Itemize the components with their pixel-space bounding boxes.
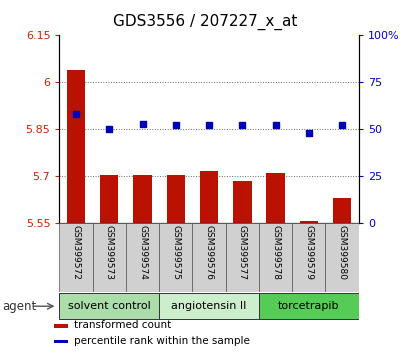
- Bar: [133, 175, 151, 223]
- Text: GSM399573: GSM399573: [105, 225, 114, 280]
- Point: [338, 122, 344, 128]
- Text: percentile rank within the sample: percentile rank within the sample: [74, 336, 249, 346]
- Bar: [126, 223, 159, 292]
- Text: GSM399572: GSM399572: [72, 225, 81, 280]
- Text: angiotensin II: angiotensin II: [171, 301, 246, 311]
- Bar: [266, 173, 284, 223]
- Text: GSM399575: GSM399575: [171, 225, 180, 280]
- Point: [205, 122, 212, 128]
- Bar: [200, 171, 218, 223]
- Bar: [192, 223, 225, 292]
- Bar: [258, 293, 358, 319]
- Text: GSM399578: GSM399578: [270, 225, 279, 280]
- Bar: [54, 324, 68, 327]
- Text: transformed count: transformed count: [74, 320, 171, 330]
- Point: [172, 122, 179, 128]
- Text: GDS3556 / 207227_x_at: GDS3556 / 207227_x_at: [112, 14, 297, 30]
- Bar: [166, 175, 184, 223]
- Bar: [159, 223, 192, 292]
- Bar: [159, 293, 258, 319]
- Text: torcetrapib: torcetrapib: [277, 301, 339, 311]
- Bar: [225, 223, 258, 292]
- Text: agent: agent: [2, 300, 36, 313]
- Point: [272, 122, 278, 128]
- Text: GSM399580: GSM399580: [337, 225, 346, 280]
- Text: GSM399579: GSM399579: [303, 225, 312, 280]
- Bar: [332, 198, 351, 223]
- Bar: [59, 293, 159, 319]
- Bar: [258, 223, 292, 292]
- Text: GSM399576: GSM399576: [204, 225, 213, 280]
- Bar: [292, 223, 325, 292]
- Point: [139, 121, 146, 126]
- Point: [305, 130, 311, 136]
- Text: GSM399577: GSM399577: [237, 225, 246, 280]
- Bar: [233, 181, 251, 223]
- Bar: [100, 175, 118, 223]
- Bar: [92, 223, 126, 292]
- Point: [106, 126, 112, 132]
- Text: GSM399574: GSM399574: [138, 225, 147, 280]
- Bar: [59, 223, 92, 292]
- Text: solvent control: solvent control: [68, 301, 151, 311]
- Bar: [67, 70, 85, 223]
- Bar: [54, 339, 68, 343]
- Bar: [299, 222, 317, 223]
- Bar: [325, 223, 358, 292]
- Point: [73, 112, 79, 117]
- Point: [238, 122, 245, 128]
